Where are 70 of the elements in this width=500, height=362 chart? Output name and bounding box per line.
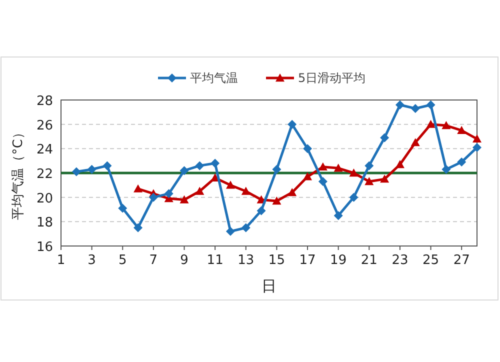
x-tick-label: 7 — [149, 253, 158, 268]
y-tick-label: 22 — [36, 167, 53, 182]
x-tick-label: 13 — [238, 253, 254, 268]
x-tick-label: 9 — [180, 253, 188, 268]
point — [426, 100, 436, 110]
point — [472, 134, 482, 143]
point — [303, 172, 312, 180]
point — [457, 158, 466, 167]
point — [226, 226, 235, 236]
point — [210, 158, 220, 168]
point — [364, 177, 374, 186]
x-tick-label: 21 — [360, 253, 378, 268]
point — [195, 161, 204, 170]
point — [272, 196, 282, 205]
x-tick-label: 1 — [56, 253, 66, 268]
x-tick-label: 11 — [206, 253, 224, 268]
point — [334, 164, 343, 172]
point — [349, 192, 358, 202]
x-axis-title: 日 — [262, 277, 276, 295]
point — [380, 133, 390, 142]
point — [349, 168, 358, 177]
x-tick-label: 27 — [453, 253, 470, 268]
point — [87, 164, 96, 174]
point — [72, 167, 81, 176]
point — [256, 206, 266, 216]
point — [380, 174, 390, 183]
x-tick-label: 25 — [422, 253, 440, 268]
point — [410, 104, 420, 114]
x-tick-label: 23 — [392, 253, 408, 268]
y-tick-label: 24 — [36, 142, 53, 158]
x-tick-label: 5 — [118, 253, 127, 268]
y-axis-title: 平均气温（°C） — [11, 126, 26, 220]
y-tick-label: 16 — [36, 240, 53, 255]
point — [180, 166, 189, 176]
x-tick-label: 17 — [299, 253, 316, 268]
point — [102, 161, 112, 170]
point — [472, 142, 482, 152]
point — [395, 100, 404, 110]
point — [195, 186, 204, 195]
point — [164, 189, 174, 198]
point — [148, 192, 158, 202]
point — [410, 138, 420, 146]
point — [457, 126, 466, 134]
point — [288, 120, 297, 129]
x-tick-label: 3 — [88, 253, 96, 268]
point — [442, 121, 451, 130]
y-tick-label: 28 — [36, 94, 53, 109]
point — [272, 164, 282, 174]
point — [334, 211, 343, 220]
point — [241, 223, 250, 232]
point — [226, 180, 235, 189]
point — [442, 164, 451, 174]
point — [134, 184, 143, 192]
legend-label: 平均气温 — [190, 71, 238, 85]
point — [180, 195, 189, 204]
y-tick-label: 26 — [36, 118, 53, 134]
x-tick-label: 15 — [268, 253, 285, 268]
point — [303, 144, 312, 154]
y-tick-label: 20 — [36, 191, 53, 206]
point — [426, 120, 436, 128]
point — [134, 223, 143, 232]
point — [364, 161, 374, 170]
point — [118, 204, 128, 213]
point — [318, 177, 328, 186]
x-tick-label: 19 — [330, 253, 347, 268]
point — [395, 160, 404, 168]
point — [241, 186, 250, 195]
legend-label: 5日滑动平均 — [298, 71, 366, 85]
y-tick-label: 18 — [36, 216, 53, 231]
point — [288, 188, 297, 196]
